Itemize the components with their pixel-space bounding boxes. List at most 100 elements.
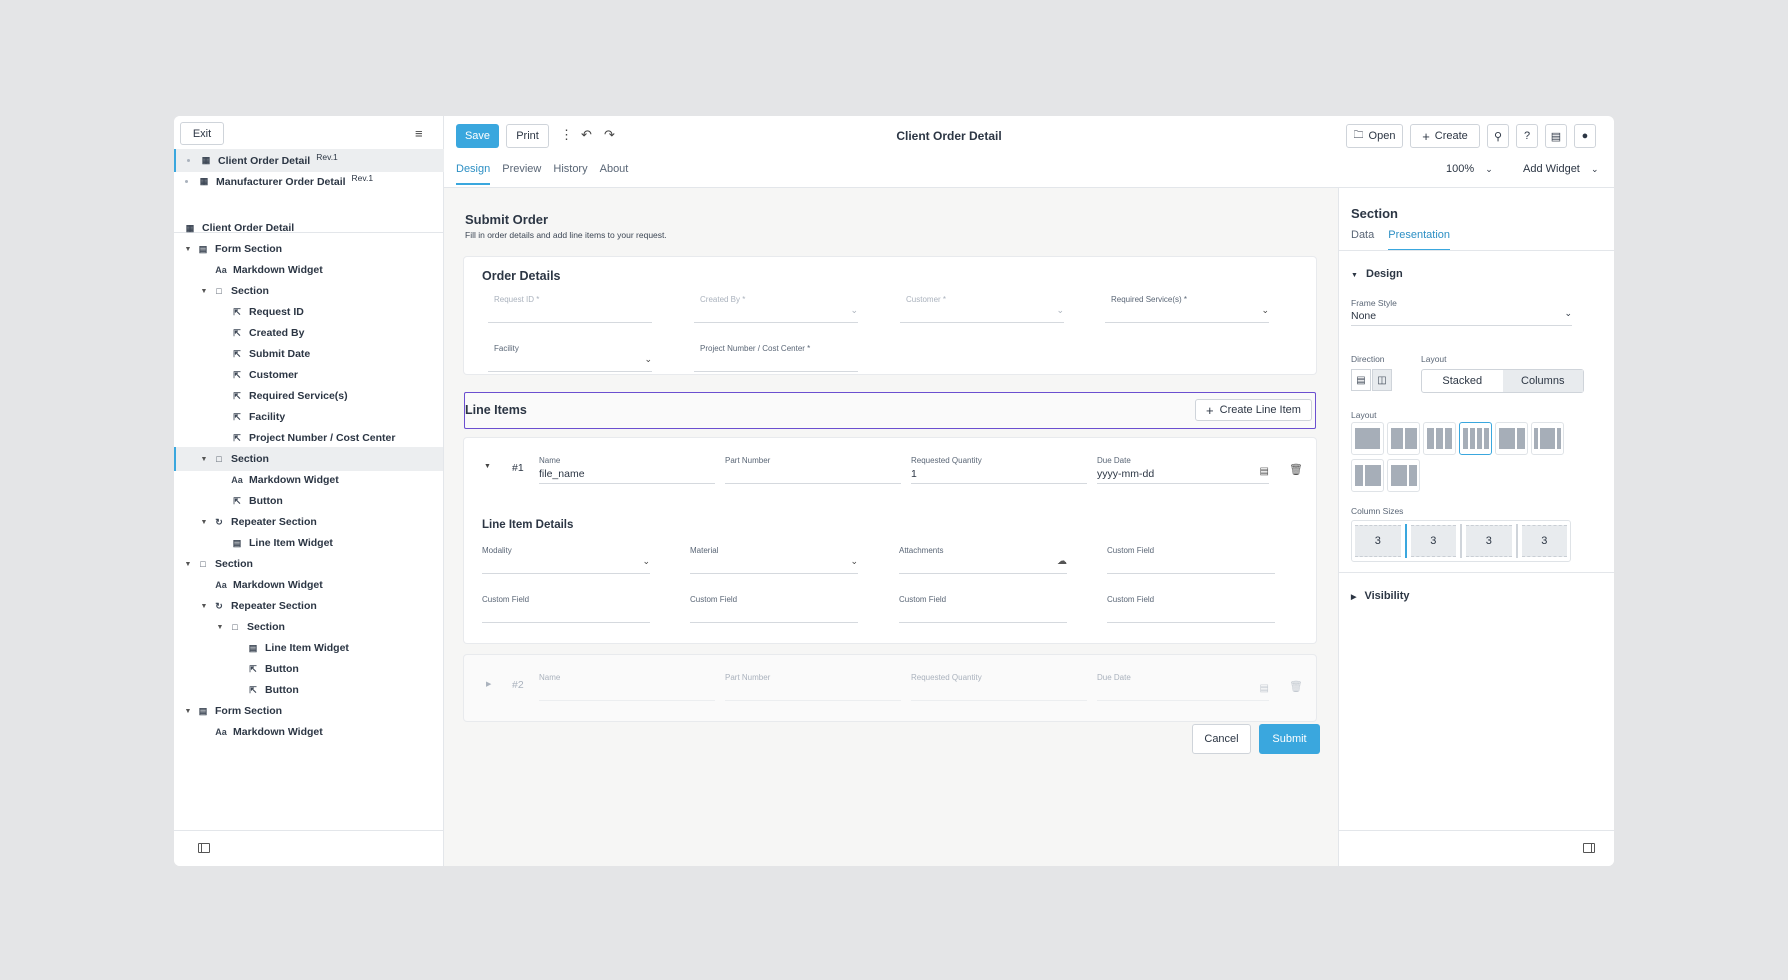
- line-items-section-selected[interactable]: Line Items + Create Line Item: [464, 392, 1316, 429]
- redo-icon[interactable]: ↷: [604, 127, 615, 142]
- toggle-panel-icon[interactable]: [1583, 843, 1595, 853]
- layout-1-column[interactable]: [1351, 422, 1384, 455]
- tab-presentation[interactable]: Presentation: [1388, 229, 1451, 251]
- trash-icon[interactable]: 🗑: [1289, 681, 1303, 693]
- document-item-manufacturer-order[interactable]: ▦ Manufacturer Order Detail Rev.1: [174, 170, 444, 193]
- tree-item[interactable]: ⇱ Button: [174, 489, 443, 513]
- layout-2-columns[interactable]: [1387, 422, 1420, 455]
- customer-field[interactable]: Customer * ⌄: [900, 295, 1064, 323]
- custom-field[interactable]: Custom Field: [690, 595, 858, 623]
- tree-item[interactable]: ⇱ Created By: [174, 321, 443, 345]
- inbox-button[interactable]: ▤: [1545, 124, 1567, 148]
- request-id-field[interactable]: Request ID *: [488, 295, 652, 323]
- line-item-card-1[interactable]: ▼ #1 Name file_name Part Number Requeste…: [464, 438, 1316, 643]
- column-size-2[interactable]: 3: [1410, 525, 1456, 557]
- caret-right-icon[interactable]: ▶: [486, 681, 492, 688]
- layout-wide-narrow[interactable]: [1495, 422, 1528, 455]
- print-button[interactable]: Print: [506, 124, 549, 148]
- tree-item[interactable]: ▼ □ Section: [174, 279, 443, 303]
- tree-item[interactable]: ⇱ Customer: [174, 363, 443, 387]
- caret-down-icon[interactable]: ▼: [484, 463, 491, 470]
- tree-item[interactable]: ▼ □ Section: [174, 552, 443, 576]
- zoom-select[interactable]: 100% ⌄: [1446, 163, 1493, 175]
- undo-icon[interactable]: ↶: [581, 127, 592, 142]
- part-number-field[interactable]: Part Number: [725, 673, 901, 701]
- layout-columns-option[interactable]: Columns: [1502, 370, 1583, 392]
- layout-4-columns[interactable]: [1459, 422, 1492, 455]
- modality-field[interactable]: Modality ⌄: [482, 546, 650, 574]
- tree-item[interactable]: ⇱ Submit Date: [174, 342, 443, 366]
- order-details-card[interactable]: Order Details Request ID * Created By * …: [464, 257, 1316, 374]
- tree-item[interactable]: Aa Markdown Widget: [174, 720, 443, 744]
- tree-item[interactable]: ⇱ Request ID: [174, 300, 443, 324]
- column-resize-handle[interactable]: [1515, 524, 1518, 558]
- tree-item-selected[interactable]: ▼ □ Section: [174, 447, 443, 471]
- due-date-field[interactable]: Due Date yyyy-mm-dd ▤: [1097, 456, 1269, 484]
- layout-narrow-wide-narrow[interactable]: [1531, 422, 1564, 455]
- tab-preview[interactable]: Preview: [502, 163, 542, 175]
- column-size-3[interactable]: 3: [1466, 525, 1512, 557]
- layout-stacked-option[interactable]: Stacked: [1442, 375, 1483, 387]
- column-resize-handle[interactable]: [1460, 524, 1462, 558]
- tree-item[interactable]: ▼ ▤ Form Section: [174, 699, 443, 723]
- created-by-field[interactable]: Created By * ⌄: [694, 295, 858, 323]
- create-line-item-button[interactable]: + Create Line Item: [1195, 399, 1312, 421]
- column-size-1[interactable]: 3: [1355, 525, 1401, 557]
- direction-rows-button[interactable]: ▤: [1351, 369, 1371, 391]
- tab-design[interactable]: Design: [456, 163, 491, 185]
- tree-item[interactable]: ⇱ Required Service(s): [174, 384, 443, 408]
- caret-down-icon[interactable]: ▼: [200, 602, 208, 610]
- custom-field[interactable]: Custom Field: [482, 595, 650, 623]
- requested-quantity-field[interactable]: Requested Quantity 1: [911, 456, 1087, 484]
- name-field[interactable]: Name file_name: [539, 456, 715, 484]
- direction-columns-button[interactable]: ◫: [1372, 369, 1392, 391]
- create-button[interactable]: + Create: [1410, 124, 1480, 148]
- trash-icon[interactable]: 🗑: [1289, 464, 1303, 476]
- requested-quantity-field[interactable]: Requested Quantity: [911, 673, 1087, 701]
- line-item-card-2[interactable]: ▶ #2 Name Part Number Requested Quantity…: [464, 655, 1316, 721]
- layout-narrow-wide[interactable]: [1351, 459, 1384, 492]
- tree-item[interactable]: ▼ ↻ Repeater Section: [174, 594, 443, 618]
- calendar-icon[interactable]: ▤: [1259, 683, 1269, 694]
- calendar-icon[interactable]: ▤: [1259, 466, 1269, 477]
- name-field[interactable]: Name: [539, 673, 715, 701]
- custom-field[interactable]: Custom Field: [1107, 595, 1275, 623]
- tab-about[interactable]: About: [599, 163, 629, 175]
- frame-style-select[interactable]: None ⌄: [1351, 308, 1572, 326]
- caret-down-icon[interactable]: ▼: [200, 518, 208, 526]
- tree-item[interactable]: ▼ ↻ Repeater Section: [174, 510, 443, 534]
- tree-item[interactable]: ⇱ Facility: [174, 405, 443, 429]
- toggle-sidebar-icon[interactable]: [198, 843, 210, 853]
- tree-item[interactable]: Aa Markdown Widget: [174, 468, 443, 492]
- menu-icon[interactable]: ≡: [415, 126, 423, 141]
- layout-3-columns[interactable]: [1423, 422, 1456, 455]
- search-button[interactable]: ⚲: [1487, 124, 1509, 148]
- document-item-client-order[interactable]: ▦ Client Order Detail Rev.1: [174, 149, 444, 172]
- add-widget-select[interactable]: Add Widget ⌄: [1523, 163, 1598, 175]
- design-section-header[interactable]: ▼ Design: [1351, 268, 1403, 280]
- custom-field[interactable]: Custom Field: [899, 595, 1067, 623]
- layout-wide-narrow-alt[interactable]: [1387, 459, 1420, 492]
- tree-item[interactable]: ⇱ Project Number / Cost Center: [174, 426, 443, 450]
- tree-item[interactable]: ⇱ Button: [174, 678, 443, 702]
- due-date-field[interactable]: Due Date ▤: [1097, 673, 1269, 701]
- save-button[interactable]: Save: [456, 124, 499, 148]
- tree-item[interactable]: ▤ Line Item Widget: [174, 531, 443, 555]
- required-services-field[interactable]: Required Service(s) * ⌄: [1105, 295, 1269, 323]
- help-button[interactable]: ?: [1516, 124, 1538, 148]
- caret-down-icon[interactable]: ▼: [184, 707, 192, 715]
- part-number-field[interactable]: Part Number: [725, 456, 901, 484]
- exit-button[interactable]: Exit: [180, 122, 224, 145]
- tree-item[interactable]: ▼ □ Section: [174, 615, 443, 639]
- facility-field[interactable]: Facility ⌄: [488, 344, 652, 372]
- tree-item[interactable]: ⇱ Button: [174, 657, 443, 681]
- user-button[interactable]: ●: [1574, 124, 1596, 148]
- tree-item[interactable]: ▦ Client Order Detail: [174, 216, 443, 240]
- column-resize-handle[interactable]: [1404, 524, 1407, 558]
- tab-data[interactable]: Data: [1351, 229, 1375, 241]
- project-number-field[interactable]: Project Number / Cost Center *: [694, 344, 858, 372]
- material-field[interactable]: Material ⌄: [690, 546, 858, 574]
- tab-history[interactable]: History: [553, 163, 588, 175]
- tree-item[interactable]: ▤ Line Item Widget: [174, 636, 443, 660]
- tree-item[interactable]: ▼ ▤ Form Section: [174, 237, 443, 261]
